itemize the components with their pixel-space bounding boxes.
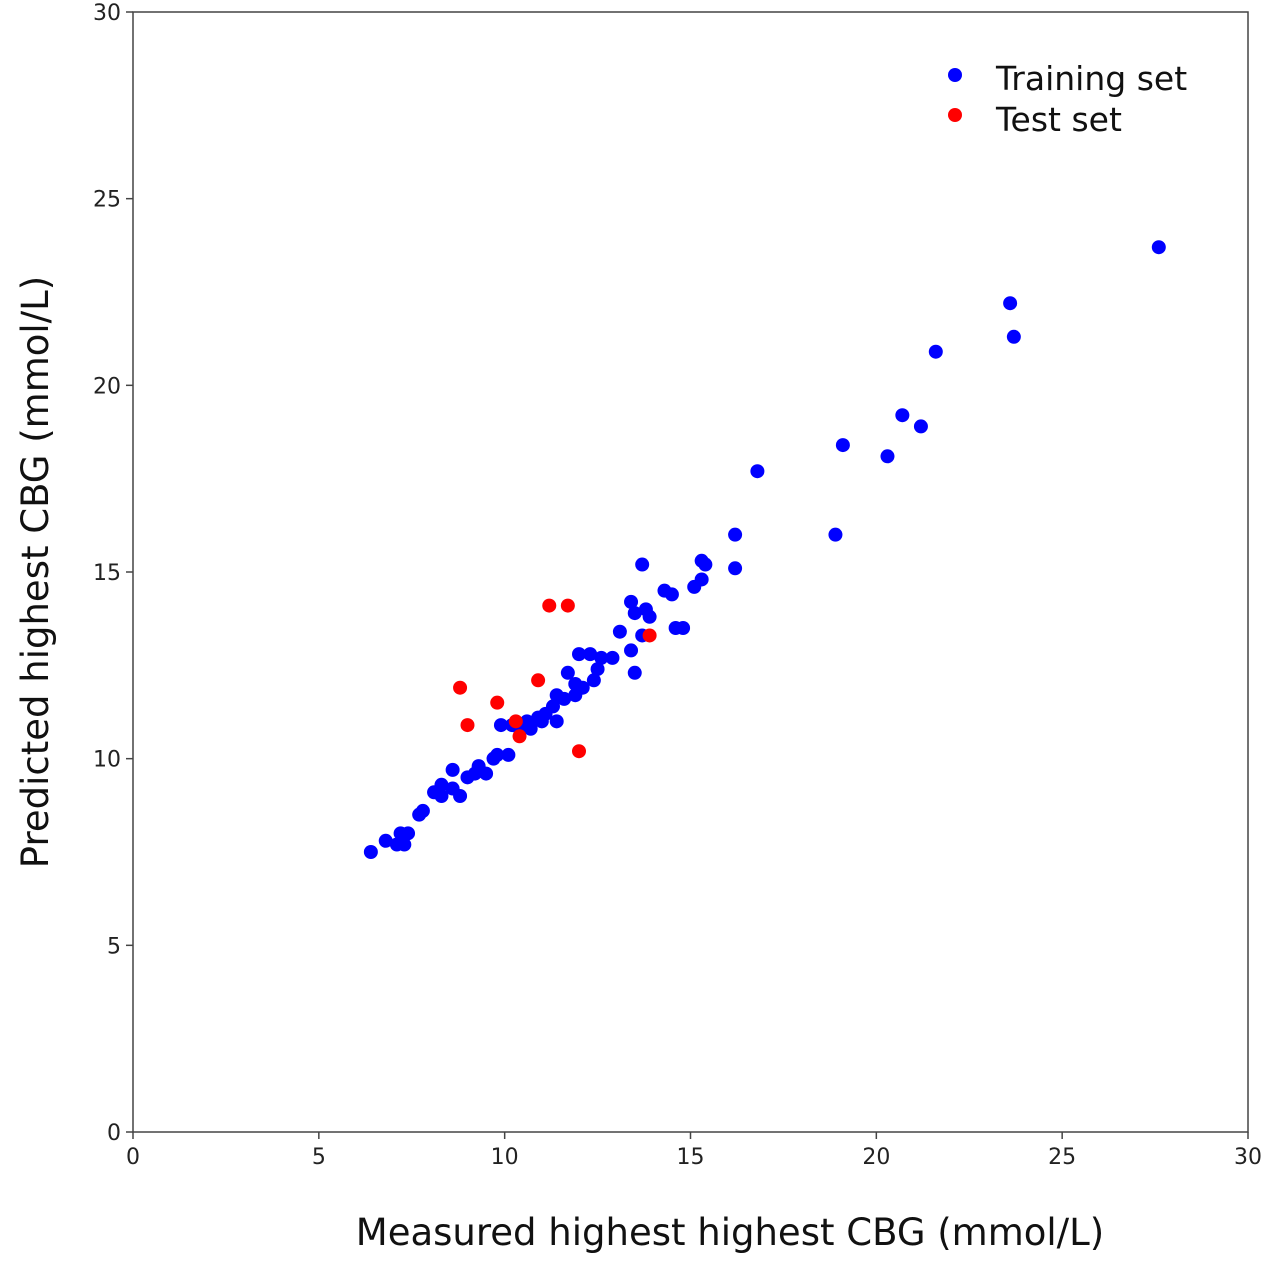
- data-point-test-set: [508, 714, 523, 729]
- data-point-training-set: [479, 766, 494, 781]
- data-point-training-set: [728, 527, 743, 542]
- data-point-training-set: [880, 449, 895, 464]
- y-tick-label: 10: [93, 748, 121, 773]
- data-point-training-set: [750, 464, 765, 479]
- x-tick-label: 10: [491, 1145, 519, 1170]
- data-point-test-set: [512, 729, 527, 744]
- x-tick-label: 25: [1048, 1145, 1076, 1170]
- data-point-training-set: [363, 845, 378, 859]
- data-point-training-set: [501, 747, 516, 762]
- y-tick-label: 5: [107, 934, 121, 959]
- data-point-training-set: [397, 837, 412, 852]
- data-point-training-set: [493, 718, 508, 733]
- y-tick-label: 20: [93, 374, 121, 399]
- data-point-test-set: [642, 628, 657, 643]
- x-tick-label: 0: [126, 1145, 140, 1170]
- y-tick-label: 0: [107, 1121, 121, 1146]
- x-tick-label: 20: [862, 1145, 890, 1170]
- x-tick-label: 30: [1234, 1145, 1262, 1170]
- data-point-training-set: [586, 673, 601, 688]
- y-axis-label: Predicted highest CBG (mmol/L): [14, 276, 57, 868]
- data-point-training-set: [401, 826, 416, 841]
- data-point-training-set: [590, 662, 605, 677]
- data-point-training-set: [624, 594, 639, 609]
- data-points: [363, 240, 1166, 859]
- data-point-training-set: [549, 714, 564, 729]
- x-tick-label: 5: [312, 1145, 326, 1170]
- data-point-training-set: [605, 650, 620, 665]
- data-point-training-set: [453, 789, 468, 803]
- data-point-training-set: [642, 609, 657, 624]
- data-point-test-set: [572, 744, 586, 759]
- data-point-training-set: [624, 643, 639, 658]
- data-point-training-set: [895, 408, 910, 423]
- data-point-training-set: [728, 561, 743, 576]
- legend-label-training-set: Training set: [995, 59, 1187, 98]
- data-point-training-set: [572, 647, 586, 662]
- data-point-training-set: [913, 419, 928, 434]
- plot-frame: [132, 11, 1249, 1133]
- data-point-training-set: [560, 665, 575, 680]
- data-point-training-set: [828, 527, 843, 542]
- data-point-training-set: [434, 789, 449, 803]
- data-point-training-set: [928, 344, 943, 359]
- data-point-training-set: [698, 557, 713, 572]
- data-point-training-set: [434, 777, 449, 792]
- x-axis-ticks: 0 5 10 15 20 25 30: [126, 1132, 1262, 1170]
- data-point-training-set: [490, 747, 505, 762]
- data-point-training-set: [1006, 329, 1021, 344]
- data-point-test-set: [560, 598, 575, 613]
- y-tick-label: 25: [93, 188, 121, 213]
- data-point-training-set: [694, 572, 709, 587]
- data-point-training-set: [835, 438, 850, 453]
- x-tick-label: 15: [677, 1145, 705, 1170]
- data-point-test-set: [531, 673, 546, 688]
- data-point-training-set: [664, 587, 679, 602]
- data-point-test-set: [490, 695, 505, 710]
- legend-label-test-set: Test set: [995, 100, 1122, 139]
- y-tick-label: 30: [93, 1, 121, 26]
- data-point-test-set: [460, 718, 475, 733]
- data-point-training-set: [635, 557, 650, 572]
- data-point-training-set: [627, 606, 642, 621]
- data-point-training-set: [594, 650, 609, 665]
- data-point-test-set: [542, 598, 557, 613]
- data-point-training-set: [583, 647, 598, 662]
- legend: Training set Test set: [948, 59, 1187, 139]
- x-axis-label: Measured highest highest CBG (mmol/L): [356, 1211, 1104, 1254]
- data-point-training-set: [557, 691, 572, 706]
- data-point-training-set: [1151, 240, 1166, 255]
- data-point-training-set: [523, 721, 538, 736]
- data-point-training-set: [378, 833, 393, 848]
- legend-marker-training-set: [948, 68, 962, 82]
- data-point-training-set: [415, 803, 430, 818]
- data-point-training-set: [627, 665, 642, 680]
- data-point-training-set: [612, 624, 627, 639]
- data-point-training-set: [1003, 296, 1018, 311]
- data-point-training-set: [676, 621, 691, 635]
- data-point-test-set: [453, 680, 468, 695]
- y-axis-ticks: 0 5 10 15 20 25 30: [93, 1, 133, 1146]
- y-tick-label: 15: [93, 561, 121, 586]
- data-point-training-set: [545, 699, 560, 714]
- data-point-training-set: [575, 680, 590, 695]
- legend-marker-test-set: [948, 108, 962, 122]
- data-point-training-set: [445, 762, 460, 777]
